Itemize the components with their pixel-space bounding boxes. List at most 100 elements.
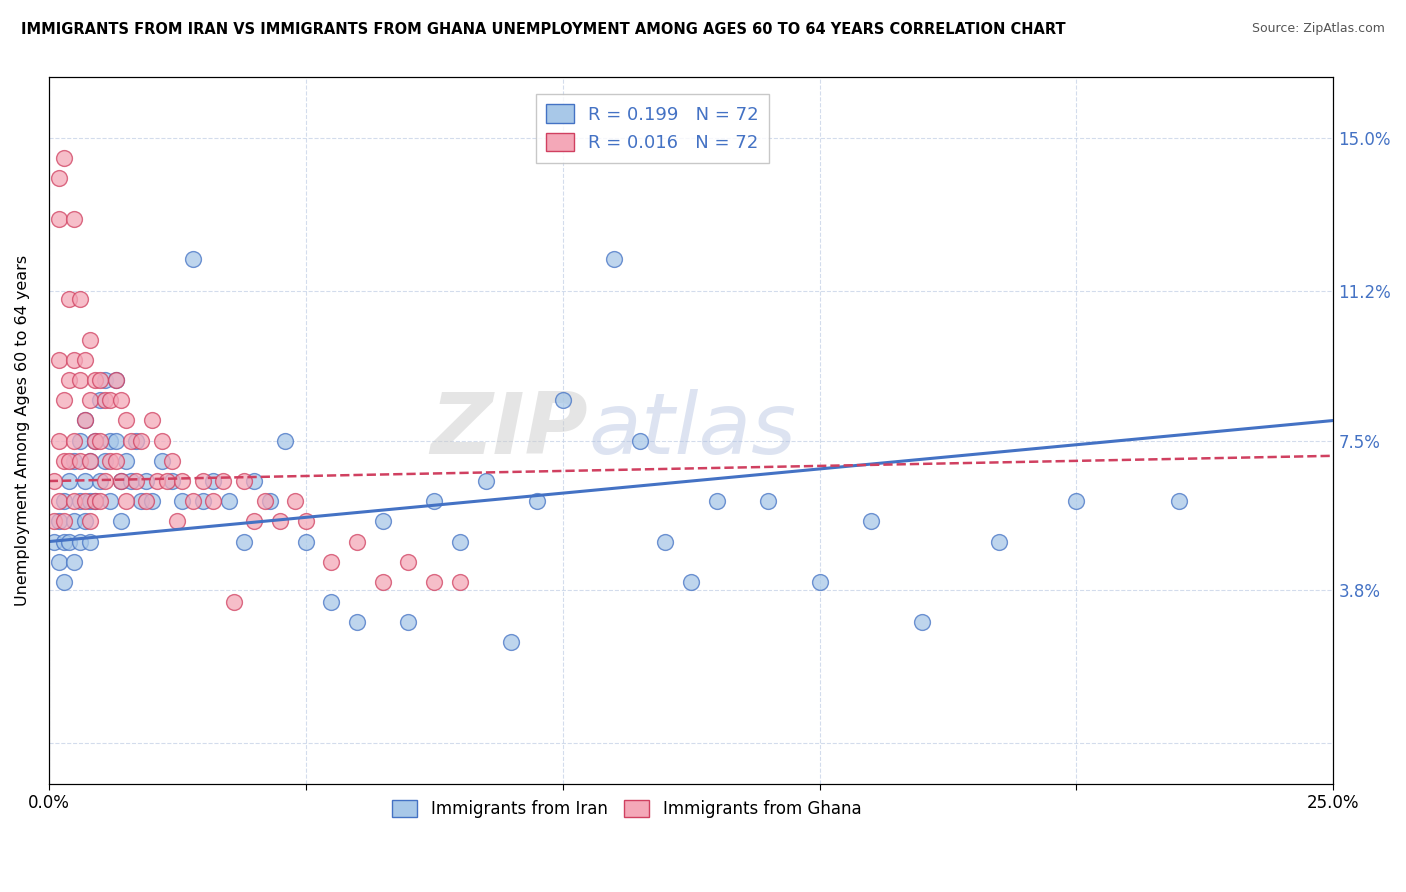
Point — [202, 494, 225, 508]
Point — [114, 413, 136, 427]
Point — [94, 373, 117, 387]
Point — [69, 454, 91, 468]
Point — [63, 454, 86, 468]
Point — [1066, 494, 1088, 508]
Point — [398, 615, 420, 630]
Point — [89, 393, 111, 408]
Point — [104, 454, 127, 468]
Point — [172, 474, 194, 488]
Point — [73, 474, 96, 488]
Point — [58, 373, 80, 387]
Point — [53, 534, 76, 549]
Point — [988, 534, 1011, 549]
Point — [89, 494, 111, 508]
Point — [110, 515, 132, 529]
Point — [79, 454, 101, 468]
Point — [79, 393, 101, 408]
Point — [181, 494, 204, 508]
Point — [346, 534, 368, 549]
Point — [58, 474, 80, 488]
Point — [73, 413, 96, 427]
Point — [53, 574, 76, 589]
Point — [321, 595, 343, 609]
Point — [145, 474, 167, 488]
Point — [681, 574, 703, 589]
Point — [269, 515, 291, 529]
Point — [218, 494, 240, 508]
Point — [371, 515, 394, 529]
Point — [284, 494, 307, 508]
Point — [449, 534, 471, 549]
Point — [628, 434, 651, 448]
Point — [48, 494, 70, 508]
Point — [79, 515, 101, 529]
Point — [259, 494, 281, 508]
Point — [212, 474, 235, 488]
Point — [84, 434, 107, 448]
Point — [233, 474, 256, 488]
Point — [253, 494, 276, 508]
Point — [120, 474, 142, 488]
Point — [79, 454, 101, 468]
Point — [243, 515, 266, 529]
Point — [756, 494, 779, 508]
Point — [58, 534, 80, 549]
Point — [526, 494, 548, 508]
Point — [114, 494, 136, 508]
Point — [141, 413, 163, 427]
Point — [69, 434, 91, 448]
Point — [63, 434, 86, 448]
Point — [42, 474, 65, 488]
Point — [150, 454, 173, 468]
Point — [371, 574, 394, 589]
Text: atlas: atlas — [588, 389, 796, 472]
Point — [53, 393, 76, 408]
Point — [191, 494, 214, 508]
Point — [110, 393, 132, 408]
Point — [449, 574, 471, 589]
Point — [58, 454, 80, 468]
Point — [73, 413, 96, 427]
Point — [79, 534, 101, 549]
Point — [84, 434, 107, 448]
Point — [274, 434, 297, 448]
Point — [551, 393, 574, 408]
Point — [129, 434, 152, 448]
Point — [243, 474, 266, 488]
Point — [120, 434, 142, 448]
Point — [94, 474, 117, 488]
Point — [125, 474, 148, 488]
Point — [104, 434, 127, 448]
Point — [1168, 494, 1191, 508]
Point — [104, 373, 127, 387]
Point — [191, 474, 214, 488]
Point — [222, 595, 245, 609]
Point — [129, 494, 152, 508]
Text: IMMIGRANTS FROM IRAN VS IMMIGRANTS FROM GHANA UNEMPLOYMENT AMONG AGES 60 TO 64 Y: IMMIGRANTS FROM IRAN VS IMMIGRANTS FROM … — [21, 22, 1066, 37]
Point — [94, 454, 117, 468]
Point — [172, 494, 194, 508]
Text: ZIP: ZIP — [430, 389, 588, 472]
Point — [79, 494, 101, 508]
Point — [58, 293, 80, 307]
Point — [321, 555, 343, 569]
Point — [104, 373, 127, 387]
Point — [84, 494, 107, 508]
Point — [135, 494, 157, 508]
Point — [125, 434, 148, 448]
Point — [114, 454, 136, 468]
Point — [100, 454, 122, 468]
Point — [346, 615, 368, 630]
Point — [48, 515, 70, 529]
Point — [48, 434, 70, 448]
Text: Source: ZipAtlas.com: Source: ZipAtlas.com — [1251, 22, 1385, 36]
Point — [89, 434, 111, 448]
Point — [48, 171, 70, 186]
Point — [48, 555, 70, 569]
Point — [501, 635, 523, 649]
Point — [53, 454, 76, 468]
Point — [73, 494, 96, 508]
Point — [150, 434, 173, 448]
Point — [233, 534, 256, 549]
Point — [63, 494, 86, 508]
